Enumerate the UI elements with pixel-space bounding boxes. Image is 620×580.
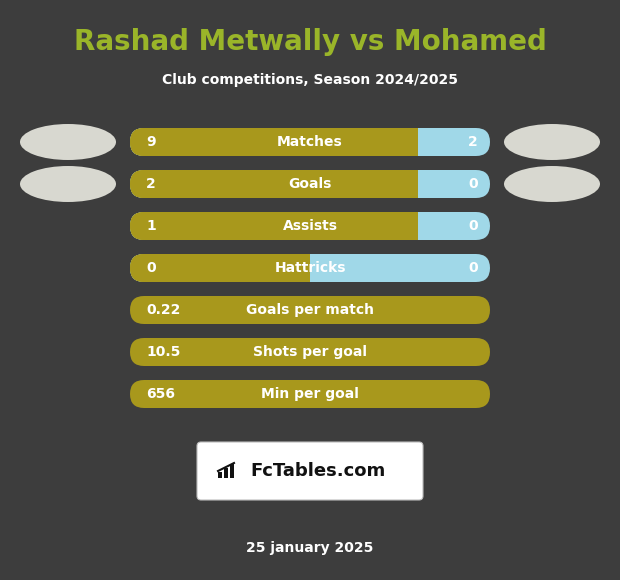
Bar [418,212,490,240]
Bar [310,254,490,282]
Text: 0.22: 0.22 [146,303,180,317]
Bar [418,170,490,198]
Text: 0: 0 [468,219,478,233]
Text: Club competitions, Season 2024/2025: Club competitions, Season 2024/2025 [162,73,458,87]
FancyBboxPatch shape [130,128,490,156]
FancyBboxPatch shape [130,254,490,282]
Text: Rashad Metwally vs Mohamed: Rashad Metwally vs Mohamed [74,28,546,56]
FancyBboxPatch shape [130,170,490,198]
Bar [310,254,490,282]
Bar [404,212,418,240]
Bar [418,170,490,198]
FancyBboxPatch shape [296,254,490,282]
Bar [418,128,490,156]
Bar [404,128,418,156]
Ellipse shape [504,124,600,160]
Text: FcTables.com: FcTables.com [250,462,385,480]
Text: Goals per match: Goals per match [246,303,374,317]
Bar [404,170,418,198]
FancyBboxPatch shape [130,128,490,156]
FancyBboxPatch shape [130,212,490,240]
Text: 1: 1 [146,219,156,233]
FancyBboxPatch shape [130,254,490,282]
Text: 25 january 2025: 25 january 2025 [246,541,374,555]
Text: 9: 9 [146,135,156,149]
Text: Hattricks: Hattricks [274,261,346,275]
Ellipse shape [504,166,600,202]
Text: Goals: Goals [288,177,332,191]
Ellipse shape [20,124,116,160]
Text: 10.5: 10.5 [146,345,180,359]
FancyBboxPatch shape [130,212,490,240]
Bar [218,472,222,478]
Text: 656: 656 [146,387,175,401]
Text: 0: 0 [468,177,478,191]
Text: 0: 0 [146,261,156,275]
FancyBboxPatch shape [130,254,490,282]
Bar [296,254,310,282]
Bar [230,464,234,478]
Text: Min per goal: Min per goal [261,387,359,401]
Text: Assists: Assists [283,219,337,233]
Bar [418,212,490,240]
FancyBboxPatch shape [197,442,423,500]
Text: 2: 2 [468,135,478,149]
FancyBboxPatch shape [130,212,490,240]
FancyBboxPatch shape [130,128,490,156]
Text: Matches: Matches [277,135,343,149]
FancyBboxPatch shape [130,212,490,240]
FancyBboxPatch shape [404,212,490,240]
FancyBboxPatch shape [130,170,490,198]
Bar [224,468,228,478]
FancyBboxPatch shape [130,170,490,198]
Text: Shots per goal: Shots per goal [253,345,367,359]
Ellipse shape [20,166,116,202]
FancyBboxPatch shape [130,338,490,366]
Text: 0: 0 [468,261,478,275]
FancyBboxPatch shape [130,254,490,282]
Text: 2: 2 [146,177,156,191]
FancyBboxPatch shape [130,296,490,324]
Bar [418,128,490,156]
FancyBboxPatch shape [130,170,490,198]
FancyBboxPatch shape [404,128,490,156]
FancyBboxPatch shape [404,170,490,198]
FancyBboxPatch shape [130,380,490,408]
FancyBboxPatch shape [130,128,490,156]
